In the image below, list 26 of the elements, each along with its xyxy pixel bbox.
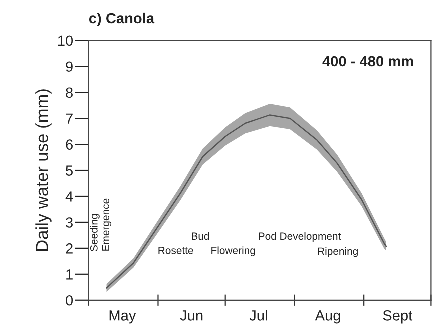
annotation: Bud [192, 232, 210, 240]
annotation: Flowering [212, 246, 256, 256]
annotation: Seeding [90, 214, 100, 252]
annotation: Ripening [318, 247, 358, 258]
annotation: Emergence [102, 198, 112, 251]
x-tick-label: Jul [250, 310, 268, 321]
y-tick-label: 0 [66, 295, 74, 306]
x-tick-label: Jun [180, 310, 203, 321]
annotation: Rosette [158, 247, 194, 254]
y-axis-title: Daily water use (mm) [36, 90, 52, 252]
y-tick-label: 6 [66, 140, 73, 150]
x-tick-label: May [110, 310, 136, 324]
y-tick-label: 8 [66, 88, 73, 98]
y-tick-label: 2 [66, 244, 73, 254]
y-tick-label: 9 [66, 62, 73, 72]
y-tick-label: 1 [66, 270, 73, 280]
x-tick-label: Sept [383, 310, 413, 324]
annotation: 400 - 480 mm [322, 56, 414, 67]
chart-title: c) Canola [89, 12, 155, 27]
x-tick-label: Aug [315, 310, 340, 324]
annotation: Pod Development [259, 232, 342, 242]
y-tick-label: 10 [58, 36, 74, 46]
y-tick-label: 5 [66, 166, 73, 176]
y-tick-label: 4 [66, 192, 74, 202]
y-tick-label: 7 [66, 114, 73, 124]
y-tick-label: 3 [66, 218, 73, 228]
